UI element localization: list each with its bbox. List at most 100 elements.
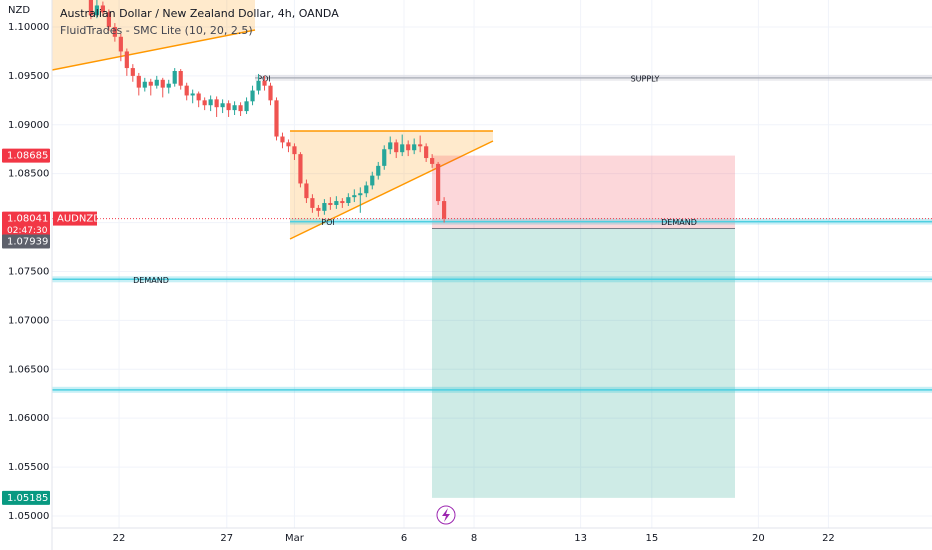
candle-body: [322, 203, 327, 211]
price-label: 1.08685: [7, 151, 48, 162]
symbol-label: AUDNZD: [57, 214, 101, 225]
candle-body: [202, 100, 207, 106]
candle-body: [412, 144, 417, 151]
currency: NZD: [8, 5, 30, 16]
countdown: 02:47:30: [7, 226, 48, 236]
x-tick-label: 15: [645, 533, 658, 544]
candle-body: [178, 70, 183, 86]
candle-body: [328, 203, 333, 205]
candle-body: [364, 185, 369, 194]
candle-body: [160, 79, 165, 88]
candle-body: [424, 146, 429, 159]
stop-zone: [432, 155, 735, 229]
pattern-fill: [290, 131, 493, 239]
zone-label: DEMAND: [661, 218, 697, 227]
zone-label: DEMAND: [133, 276, 169, 285]
pattern-line: [289, 140, 494, 240]
y-tick-label: 1.10000: [8, 22, 49, 33]
candle-body: [256, 80, 261, 91]
candle-body: [100, 5, 105, 13]
candle-body: [340, 201, 345, 204]
price-label: 1.07939: [7, 237, 48, 248]
price-label: 1.08041: [7, 214, 48, 225]
poi-label: POI: [257, 74, 270, 83]
x-tick-label: 27: [220, 533, 233, 544]
price-label-bg: [2, 490, 50, 505]
candle-body: [214, 99, 219, 108]
candle-body: [106, 12, 111, 27]
candle-body: [244, 101, 249, 112]
y-tick-label: 1.09500: [8, 71, 49, 82]
candle-body: [112, 26, 117, 37]
candle-body: [172, 70, 177, 84]
poi-label: POI: [321, 218, 334, 227]
candle-body: [136, 75, 141, 88]
pattern-fill: [52, 0, 255, 70]
y-tick-label: 1.08500: [8, 169, 49, 180]
candle-body: [358, 193, 363, 196]
price-label-bg: [2, 211, 50, 226]
y-tick-label: 1.05500: [8, 462, 49, 473]
candle-body: [280, 136, 285, 143]
candle-body: [226, 103, 231, 111]
candle-body: [250, 90, 255, 102]
x-tick-label: 6: [401, 533, 407, 544]
candle-body: [304, 183, 309, 199]
candle-body: [442, 201, 447, 219]
candle-body: [190, 93, 195, 96]
y-tick-label: 1.06000: [8, 413, 49, 424]
grid: [52, 0, 932, 528]
pattern-line: [52, 29, 256, 71]
candle-body: [88, 0, 94, 16]
candle-body: [196, 93, 201, 101]
candle-body: [268, 85, 273, 101]
price-label-bg: [2, 148, 50, 163]
candle-body: [274, 100, 279, 137]
candle-body: [388, 142, 393, 150]
candle-body: [382, 149, 387, 166]
candle-body: [430, 158, 435, 164]
candles: [52, 0, 932, 223]
candle-body: [352, 195, 357, 198]
candle-body: [316, 207, 321, 211]
candle-body: [376, 165, 381, 176]
candle-body: [124, 51, 129, 69]
y-tick-label: 1.05000: [8, 511, 49, 522]
candle-body: [130, 68, 135, 76]
symbol-bg: [53, 211, 97, 226]
candle-body: [436, 163, 441, 202]
candle-body: [418, 144, 423, 147]
candle-body: [298, 154, 303, 184]
event-icon-bolt: [442, 508, 450, 522]
price-label: 1.05185: [7, 493, 48, 504]
candle-body: [346, 197, 351, 204]
candle-body: [334, 201, 339, 205]
candle-body: [310, 198, 315, 208]
candle-body: [238, 105, 243, 112]
candle-body: [220, 103, 225, 108]
x-tick-label: 22: [822, 533, 835, 544]
candle-body: [292, 146, 297, 155]
candle-body: [118, 36, 123, 52]
indicator: FluidTrades - SMC Lite (10, 20, 2.5): [60, 24, 253, 37]
candle-body: [208, 99, 213, 106]
x-tick-label: Mar: [285, 533, 305, 544]
countdown-bg: [2, 224, 50, 237]
candle-body: [370, 175, 375, 186]
x-tick-label: 13: [574, 533, 587, 544]
price-label-bg: [2, 234, 50, 249]
candle-body: [148, 81, 153, 86]
y-tick-label: 1.06500: [8, 364, 49, 375]
candle-body: [154, 79, 159, 86]
y-tick-label: 1.09000: [8, 120, 49, 131]
candle-body: [406, 144, 411, 151]
candle-body: [400, 144, 405, 153]
overlay: 1.05000 1.05500 1.06000 1.06500 1.07000 1.075…: [2, 22, 835, 544]
y-tick-label: 1.07500: [8, 266, 49, 277]
candle-body: [394, 142, 399, 153]
candle-body: [232, 105, 237, 111]
candle-body: [262, 80, 267, 86]
candle-body: [94, 5, 99, 16]
